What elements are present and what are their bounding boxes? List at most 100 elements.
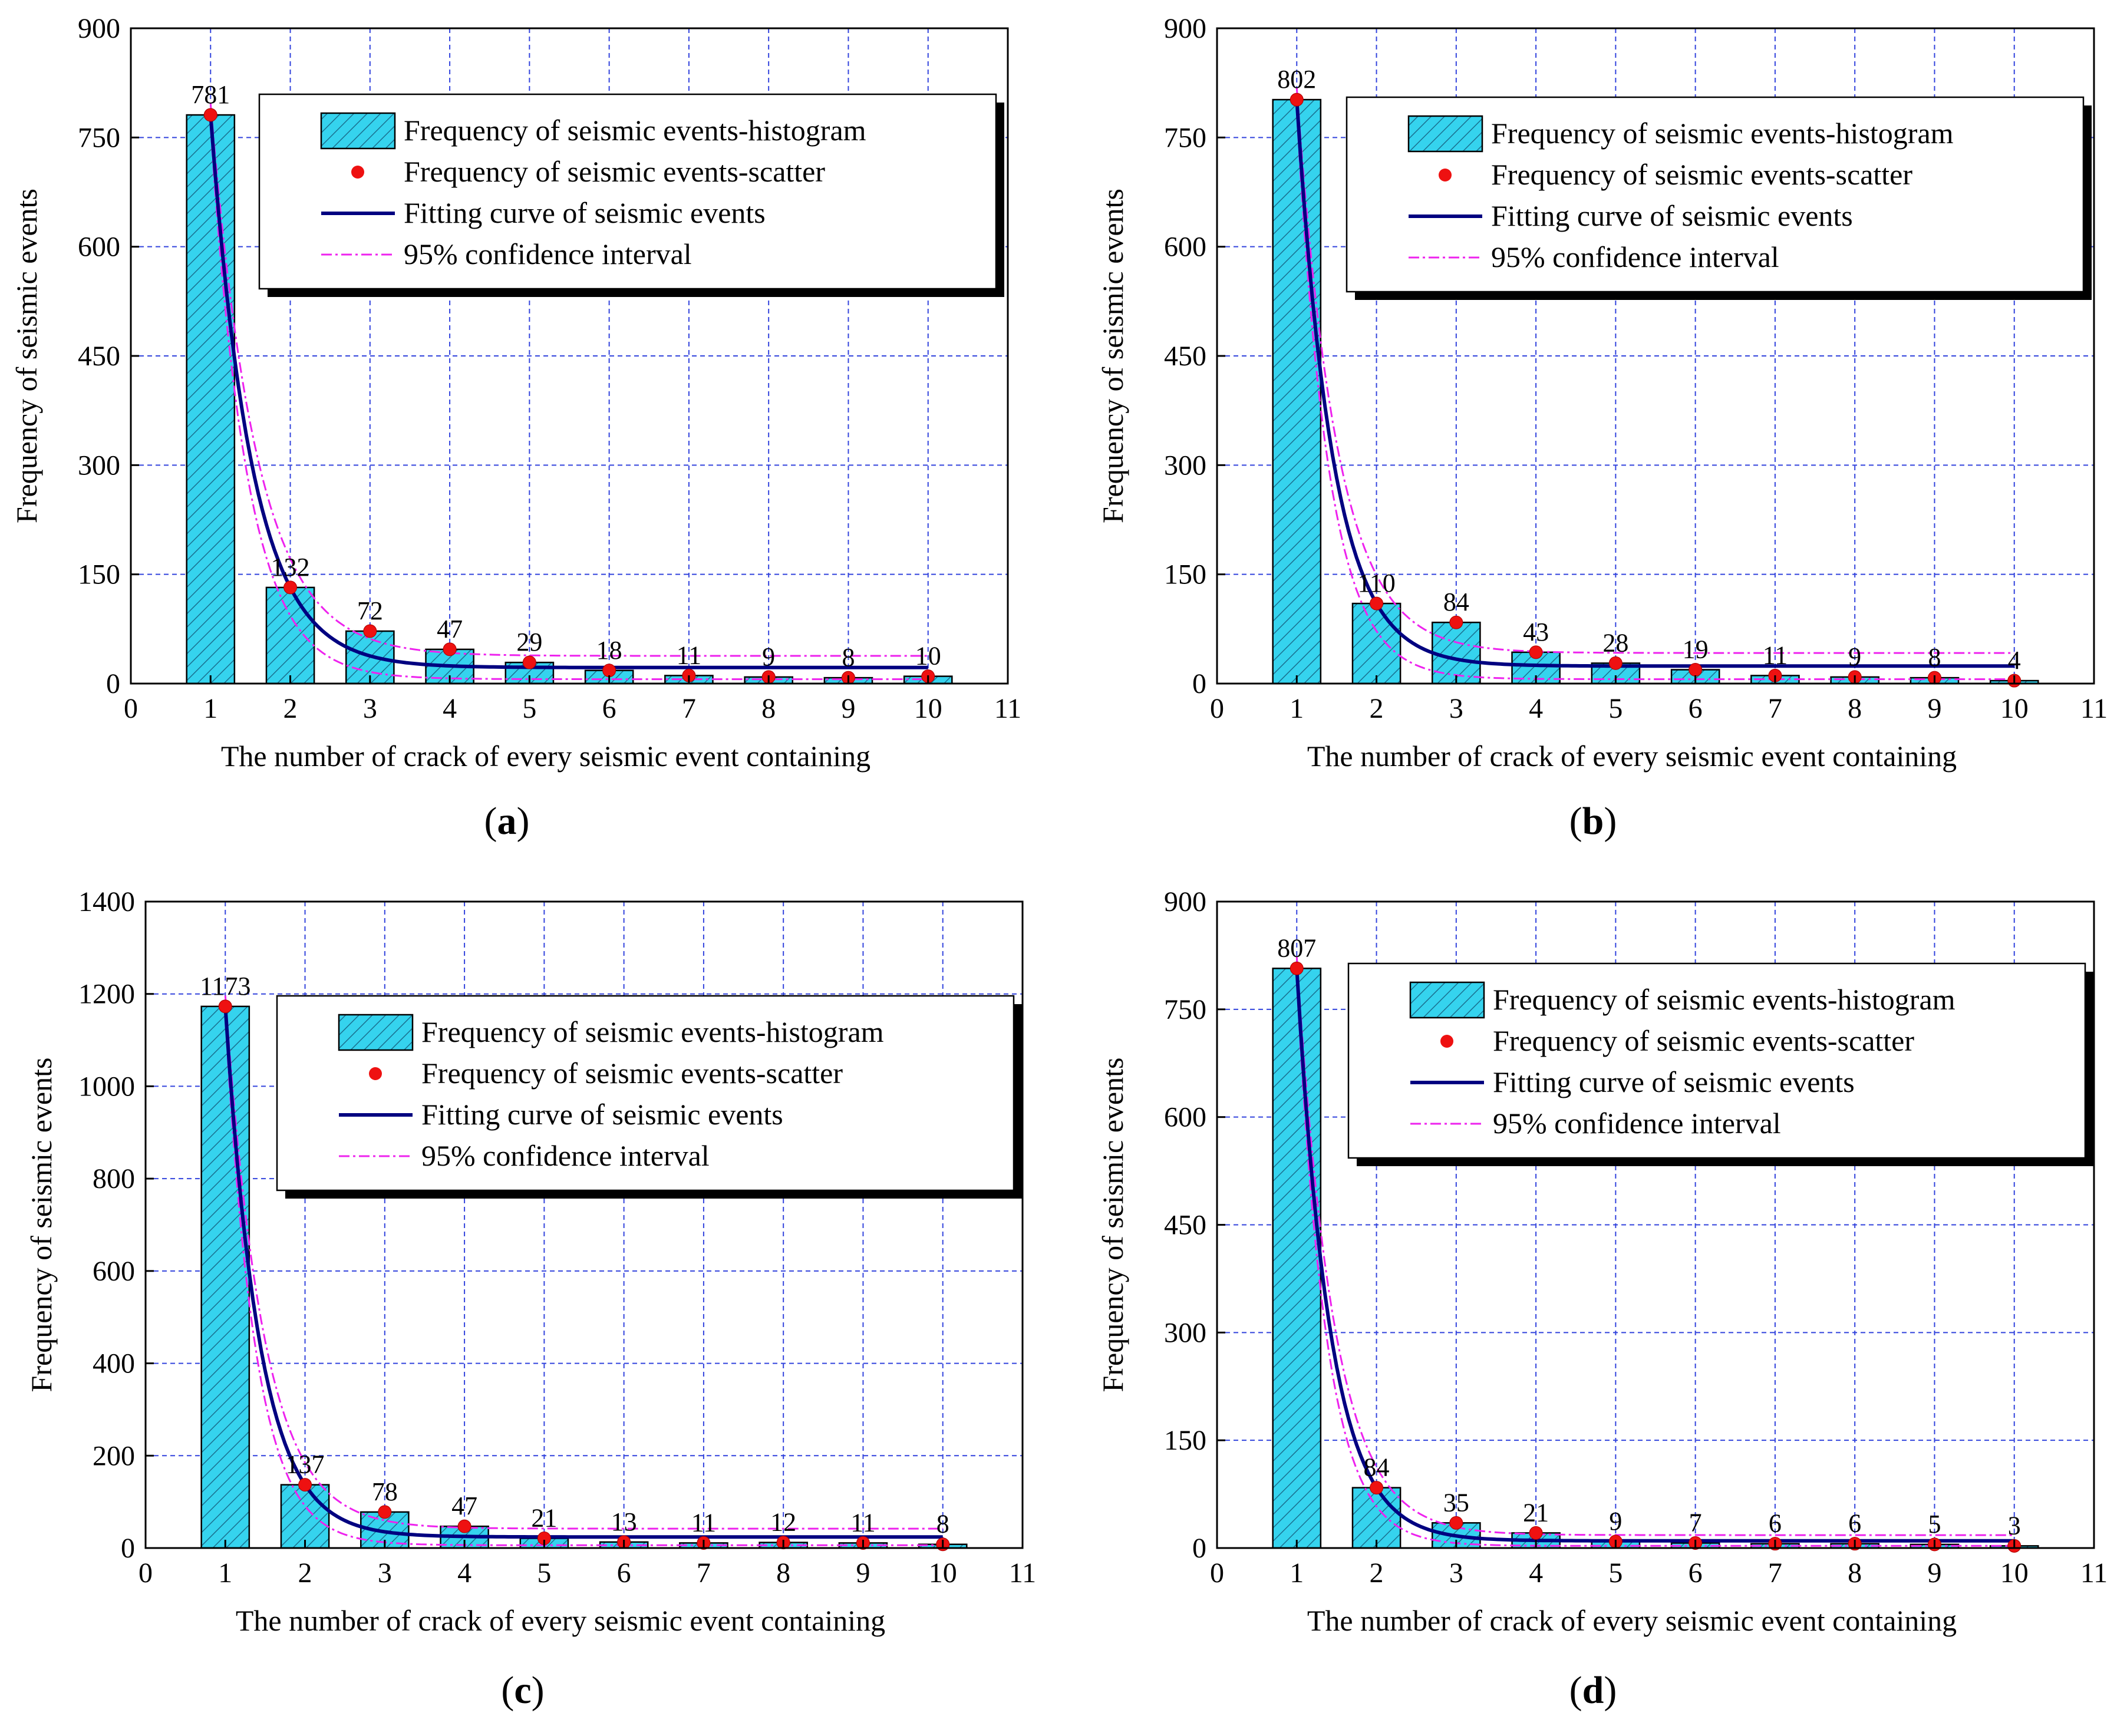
y-tick-label: 400 — [93, 1348, 135, 1379]
bar-x1 — [1272, 968, 1322, 1549]
legend: Frequency of seismic events-histogram Fre… — [276, 995, 1022, 1199]
data-label-x10: 10 — [915, 642, 941, 671]
x-tick-label: 3 — [363, 693, 377, 724]
bar-x2 — [280, 1484, 330, 1549]
scatter-points: 1173 137 78 47 21 13 11 12 11 8 — [200, 972, 950, 1552]
data-label-x1: 781 — [191, 80, 230, 109]
y-tick-label: 150 — [78, 559, 120, 590]
x-axis-label: The number of crack of every seismic eve… — [1307, 1604, 1957, 1637]
point-x2 — [283, 580, 298, 595]
x-axis-label: The number of crack of every seismic eve… — [1307, 740, 1957, 773]
y-axis-ticks: 0 150 300 450 600 750 900 — [78, 13, 139, 699]
x-tick-label: 5 — [537, 1557, 551, 1589]
point-x1 — [1290, 961, 1304, 975]
y-tick-label: 800 — [93, 1163, 135, 1194]
x-tick-label: 10 — [2000, 1557, 2029, 1589]
y-tick-label: 150 — [1164, 559, 1206, 590]
bar-x1 — [1272, 98, 1322, 685]
point-x2 — [298, 1478, 312, 1492]
data-label-x2: 110 — [1357, 569, 1395, 598]
y-tick-label: 600 — [1164, 1102, 1206, 1133]
legend: Frequency of seismic events-histogram Fre… — [258, 93, 1004, 297]
y-tick-label: 0 — [106, 668, 120, 699]
x-tick-label: 7 — [697, 1557, 711, 1589]
bars — [200, 1005, 968, 1549]
x-tick-label: 4 — [443, 693, 457, 724]
point-x3 — [378, 1505, 392, 1519]
y-tick-label: 450 — [1164, 1210, 1206, 1241]
y-axis-label: Frequency of seismic events — [1096, 1058, 1129, 1392]
x-tick-label: 9 — [841, 693, 855, 724]
y-axis-label: Frequency of seismic events — [10, 189, 43, 523]
x-tick-label: 0 — [1210, 693, 1224, 724]
data-label-x6: 13 — [611, 1507, 637, 1536]
point-x3 — [1449, 615, 1463, 629]
caption-letter: a — [497, 800, 517, 843]
legend: Frequency of seismic events-histogram Fre… — [1346, 96, 2092, 300]
x-tick-label: 4 — [1529, 693, 1543, 724]
legend-label-scatter: Frequency of seismic events-scatter — [1493, 1024, 1914, 1057]
panel-caption: (c) — [501, 1669, 544, 1712]
caption-open-paren: ( — [501, 1669, 514, 1712]
legend-label-fit: Fitting curve of seismic events — [1493, 1065, 1855, 1098]
data-label-x9: 11 — [850, 1508, 875, 1537]
y-axis-ticks: 0 200 400 600 800 1000 1200 1400 — [78, 886, 154, 1564]
x-tick-label: 2 — [1370, 1557, 1384, 1589]
point-x1 — [203, 108, 217, 122]
x-tick-label: 9 — [856, 1557, 870, 1589]
y-axis-ticks: 0 150 300 450 600 750 900 — [1164, 886, 1225, 1564]
point-x4 — [443, 642, 457, 656]
legend-label-scatter: Frequency of seismic events-scatter — [421, 1057, 843, 1090]
point-x4 — [1529, 1526, 1543, 1540]
legend-swatch-scatter — [369, 1067, 382, 1080]
legend-label-scatter: Frequency of seismic events-scatter — [1491, 158, 1912, 191]
scatter-points: 781 132 72 47 29 18 11 9 8 10 — [191, 80, 941, 685]
bar-x1 — [186, 114, 236, 685]
legend-label-fit: Fitting curve of seismic events — [404, 196, 766, 229]
ci-lower-line — [209, 126, 928, 681]
x-tick-label: 10 — [2000, 693, 2029, 724]
point-x4 — [1529, 645, 1543, 659]
x-tick-label: 3 — [1449, 1557, 1463, 1589]
x-tick-label: 6 — [602, 693, 616, 724]
y-tick-label: 600 — [78, 232, 120, 263]
y-axis-label: Frequency of seismic events — [1096, 189, 1129, 523]
point-x3 — [1449, 1516, 1463, 1530]
data-label-x7: 11 — [691, 1508, 716, 1537]
legend-label-histogram: Frequency of seismic events-histogram — [1491, 117, 1954, 150]
data-label-x2: 137 — [286, 1450, 325, 1479]
x-tick-label: 11 — [2080, 693, 2108, 724]
y-tick-label: 0 — [1192, 668, 1206, 699]
x-tick-label: 4 — [1529, 1557, 1543, 1589]
point-x2 — [1370, 1481, 1384, 1495]
chart-panel-a: 781 132 72 47 29 18 11 9 8 10 0 1 2 3 4 5 6 7 8 9 10 11 0 150 30… — [10, 13, 1021, 843]
y-tick-label: 600 — [1164, 232, 1206, 263]
x-tick-label: 4 — [457, 1557, 471, 1589]
data-label-x3: 72 — [357, 596, 383, 625]
ci-upper-line — [224, 995, 943, 1530]
legend-swatch-scatter — [1440, 1035, 1453, 1048]
caption-open-paren: ( — [484, 800, 497, 843]
point-x3 — [363, 624, 377, 638]
point-x2 — [1370, 596, 1384, 610]
x-tick-label: 2 — [283, 693, 298, 724]
x-tick-label: 7 — [682, 693, 696, 724]
legend-label-scatter: Frequency of seismic events-scatter — [404, 155, 825, 188]
x-axis-ticks: 0 1 2 3 4 5 6 7 8 9 10 11 — [1210, 1540, 2108, 1589]
fitting-curve — [223, 1006, 943, 1539]
legend-label-histogram: Frequency of seismic events-histogram — [404, 114, 866, 147]
x-tick-label: 11 — [2080, 1557, 2108, 1589]
bar-x2 — [1351, 1487, 1401, 1549]
y-tick-label: 0 — [121, 1533, 135, 1564]
x-tick-label: 2 — [298, 1557, 312, 1589]
point-x5 — [522, 655, 536, 669]
data-label-x7: 6 — [1769, 1509, 1782, 1538]
bar-x2 — [1351, 602, 1401, 685]
y-tick-label: 1400 — [78, 886, 135, 917]
data-label-x10: 4 — [2008, 646, 2021, 675]
fitting-curve — [1295, 968, 2014, 1543]
x-tick-label: 0 — [1210, 1557, 1224, 1589]
